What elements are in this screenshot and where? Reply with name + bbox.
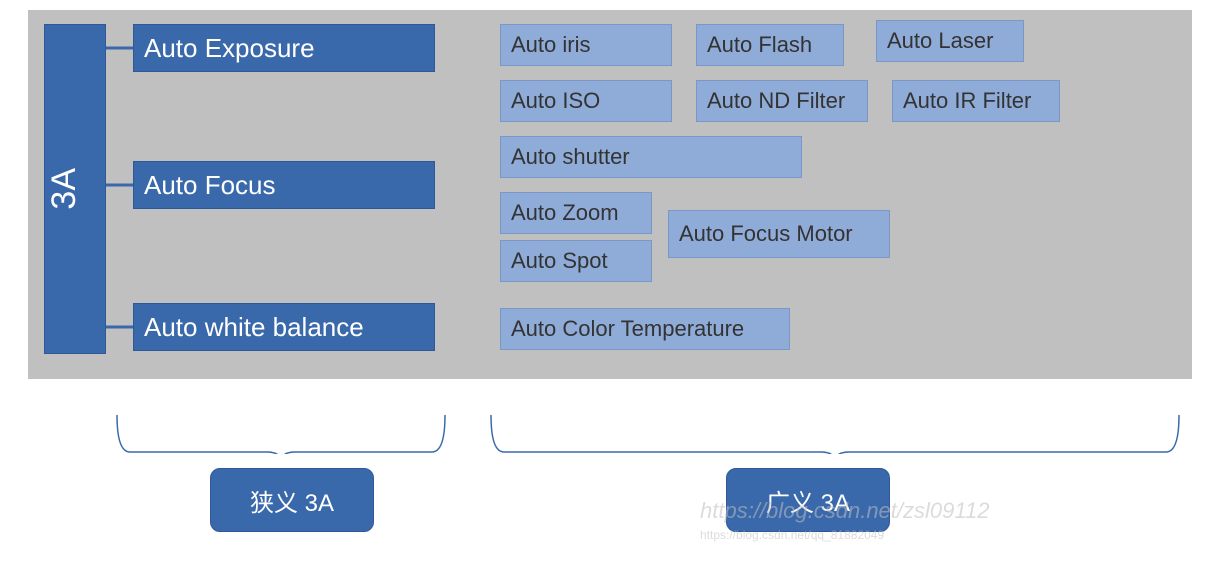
narrow-box-1: Auto Focus	[133, 161, 435, 209]
broad-box-5-label: Auto IR Filter	[903, 88, 1031, 114]
narrow-box-2: Auto white balance	[133, 303, 435, 351]
broad-box-4: Auto ND Filter	[696, 80, 868, 122]
narrow-box-1-label: Auto Focus	[144, 170, 276, 201]
tag-box-0-label: 狭义 3A	[250, 483, 334, 518]
broad-box-6: Auto shutter	[500, 136, 802, 178]
broad-box-8: Auto Spot	[500, 240, 652, 282]
broad-box-10: Auto Color Temperature	[500, 308, 790, 350]
watermark-text: https://blog.csdn.net/zsl09112 https://bl…	[700, 498, 989, 542]
watermark-line-1: https://blog.csdn.net/zsl09112	[700, 498, 989, 524]
narrow-box-0-label: Auto Exposure	[144, 33, 315, 64]
broad-box-1-label: Auto Flash	[707, 32, 812, 58]
watermark-line-2: https://blog.csdn.net/qq_81882049	[700, 528, 884, 542]
broad-box-3: Auto ISO	[500, 80, 672, 122]
broad-box-4-label: Auto ND Filter	[707, 88, 845, 114]
broad-box-0: Auto iris	[500, 24, 672, 66]
broad-box-10-label: Auto Color Temperature	[511, 316, 744, 342]
broad-box-5: Auto IR Filter	[892, 80, 1060, 122]
broad-box-9: Auto Focus Motor	[668, 210, 890, 258]
narrow-box-2-label: Auto white balance	[144, 312, 364, 343]
brace-1	[490, 402, 1180, 454]
broad-box-2-label: Auto Laser	[887, 28, 993, 54]
broad-box-6-label: Auto shutter	[511, 144, 630, 170]
broad-box-9-label: Auto Focus Motor	[679, 221, 853, 247]
broad-box-0-label: Auto iris	[511, 32, 590, 58]
broad-box-2: Auto Laser	[876, 20, 1024, 62]
broad-box-7-label: Auto Zoom	[511, 200, 619, 226]
broad-box-1: Auto Flash	[696, 24, 844, 66]
broad-box-7: Auto Zoom	[500, 192, 652, 234]
root-3a-box: 3A	[44, 24, 106, 354]
root-3a-label: 3A	[45, 168, 105, 210]
broad-box-3-label: Auto ISO	[511, 88, 600, 114]
brace-0	[116, 402, 446, 454]
broad-box-8-label: Auto Spot	[511, 248, 608, 274]
narrow-box-0: Auto Exposure	[133, 24, 435, 72]
tag-box-0: 狭义 3A	[210, 468, 374, 532]
